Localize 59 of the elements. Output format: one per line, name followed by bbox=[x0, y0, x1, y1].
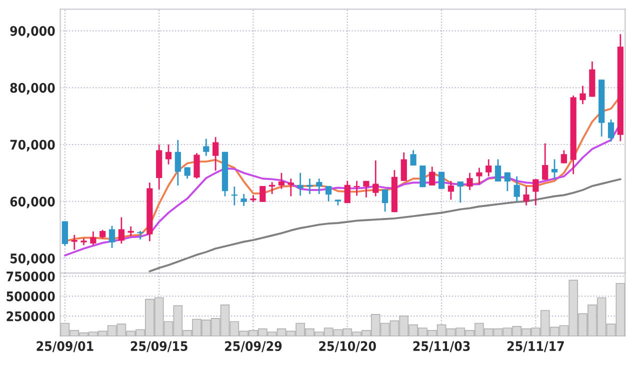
candlestick bbox=[523, 186, 530, 206]
candlestick bbox=[71, 234, 78, 250]
candlestick bbox=[457, 180, 464, 204]
candlestick bbox=[580, 85, 586, 105]
candlestick bbox=[560, 150, 567, 164]
candlestick bbox=[494, 158, 502, 182]
candlestick bbox=[278, 172, 285, 190]
candlestick bbox=[476, 167, 482, 186]
candlestick bbox=[306, 178, 313, 195]
candlestick bbox=[165, 144, 172, 166]
y-tick-label: 50,000 bbox=[10, 253, 55, 266]
x-tick-label: 25/11/03 bbox=[413, 341, 470, 352]
candlestick bbox=[90, 230, 96, 246]
candlestick bbox=[542, 142, 548, 180]
candlestick bbox=[62, 220, 68, 246]
candlestick bbox=[429, 166, 436, 186]
y-tick-label: 90,000 bbox=[10, 26, 55, 38]
candlestick bbox=[486, 158, 492, 178]
candlestick bbox=[212, 136, 219, 172]
x-tick-label: 25/09/29 bbox=[225, 341, 282, 352]
candlestick bbox=[288, 178, 294, 197]
candlestick bbox=[194, 152, 200, 180]
y-tick-label: 250000 bbox=[6, 311, 55, 322]
candlestick bbox=[325, 185, 332, 202]
x-tick-label: 25/10/20 bbox=[319, 341, 376, 352]
candlestick bbox=[400, 152, 407, 182]
y-tick-label: 60,000 bbox=[10, 196, 55, 208]
candlestick bbox=[108, 225, 116, 249]
y-tick-label: 80,000 bbox=[10, 82, 55, 95]
candlestick bbox=[240, 193, 247, 207]
candlestick bbox=[316, 178, 322, 195]
candlestick bbox=[608, 118, 614, 142]
y-tick-label: 750000 bbox=[6, 271, 55, 282]
candlestick bbox=[466, 172, 473, 191]
candlestick bbox=[297, 172, 304, 196]
candlestick bbox=[363, 180, 370, 198]
candlestick bbox=[438, 171, 445, 190]
candlestick bbox=[118, 216, 124, 244]
x-tick-label: 25/09/15 bbox=[130, 341, 188, 352]
candlestick bbox=[420, 164, 426, 188]
candlestick bbox=[514, 176, 520, 202]
candlestick bbox=[372, 160, 379, 197]
candlestick bbox=[260, 185, 266, 203]
candlestick bbox=[382, 188, 388, 212]
y-tick-label: 500000 bbox=[6, 291, 55, 302]
candlestick bbox=[203, 138, 210, 157]
candlestick bbox=[137, 230, 144, 240]
candlestick bbox=[448, 180, 454, 200]
line-series bbox=[148, 178, 622, 272]
candlestick bbox=[504, 172, 510, 192]
candlestick bbox=[532, 178, 539, 206]
candlestick bbox=[354, 180, 360, 196]
candlestick bbox=[174, 139, 181, 186]
x-tick-label: 25/09/01 bbox=[36, 341, 94, 352]
x-tick-label: 25/11/17 bbox=[508, 341, 564, 352]
candlestick bbox=[410, 150, 416, 166]
y-tick-label: 70,000 bbox=[10, 140, 55, 152]
candlestick bbox=[551, 158, 558, 180]
candlestick bbox=[344, 180, 350, 204]
